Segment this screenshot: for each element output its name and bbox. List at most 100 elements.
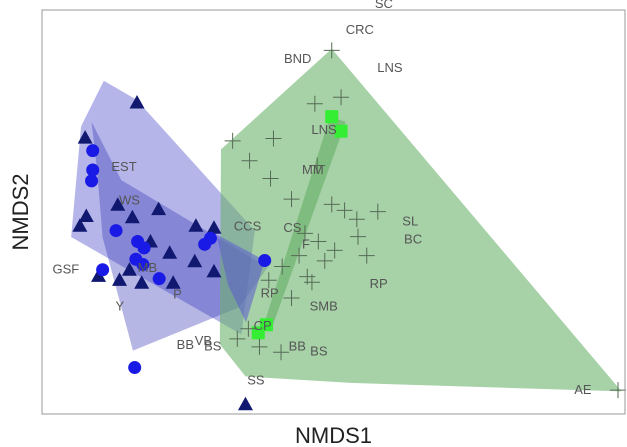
- site-label-3: LNS: [377, 60, 403, 75]
- y-axis-title: NMDS2: [8, 173, 33, 250]
- site-label-25: BS: [310, 343, 328, 358]
- cross-point-16: [291, 247, 308, 264]
- triangle-point-0: [129, 95, 145, 109]
- hull-layer: [71, 48, 622, 392]
- site-label-22: VB: [195, 333, 212, 348]
- triangle-point-12: [121, 262, 137, 276]
- hull-polygon-2: [219, 48, 622, 392]
- triangle-point-10: [162, 245, 178, 259]
- circle-point-11: [203, 231, 217, 245]
- triangle-point-4: [110, 197, 126, 211]
- cross-point-13: [296, 225, 313, 242]
- site-label-23: BS: [204, 339, 222, 354]
- site-label-21: BB: [177, 337, 194, 352]
- triangle-point-13: [91, 268, 107, 282]
- triangle-point-17: [206, 263, 222, 278]
- triangle-point-16: [165, 275, 181, 289]
- site-label-13: GSF: [52, 261, 79, 276]
- site-label-24: BB: [289, 339, 306, 354]
- site-label-6: MM: [302, 162, 324, 177]
- cross-point-4: [265, 130, 282, 147]
- cross-point-18: [358, 247, 375, 264]
- site-label-16: P: [173, 286, 182, 301]
- site-label-26: SS: [247, 373, 265, 388]
- site-label-12: F: [302, 236, 310, 251]
- square-point-1: [334, 124, 348, 138]
- site-label-18: SMB: [310, 299, 338, 314]
- circle-point-2: [85, 174, 99, 188]
- cross-point-26: [251, 338, 268, 355]
- triangle-point-2: [78, 208, 94, 223]
- cross-point-9: [323, 196, 340, 213]
- cross-point-25: [240, 320, 257, 337]
- cross-point-29: [610, 382, 627, 399]
- site-label-27: AE: [574, 382, 592, 397]
- cross-point-0: [323, 42, 340, 59]
- site-label-11: BC: [404, 232, 422, 247]
- cross-point-8: [283, 191, 300, 208]
- site-label-14: MB: [138, 260, 158, 275]
- triangle-point-11: [187, 253, 203, 268]
- triangle-point-3: [72, 218, 88, 232]
- triangle-point-7: [188, 218, 204, 232]
- cross-point-23: [303, 274, 320, 291]
- circle-point-5: [137, 241, 151, 255]
- circle-point-8: [96, 263, 110, 277]
- cross-point-15: [326, 242, 343, 259]
- triangle-point-1: [77, 130, 93, 144]
- cross-point-14: [310, 233, 327, 250]
- marker-layer: [72, 42, 627, 411]
- site-label-4: LNS: [311, 122, 337, 137]
- triangle-point-6: [151, 201, 167, 216]
- site-label-20: CP: [254, 318, 272, 333]
- cross-point-10: [336, 202, 353, 219]
- triangle-point-14: [112, 272, 128, 286]
- cross-point-6: [262, 170, 279, 187]
- circle-point-3: [109, 224, 123, 238]
- site-label-17: RP: [261, 286, 279, 301]
- x-axis-title: NMDS1: [295, 423, 372, 447]
- hull-polygon-0: [71, 80, 255, 335]
- circle-point-9: [152, 272, 166, 286]
- site-label-19: Y: [115, 299, 124, 314]
- site-label-1: CRC: [346, 22, 374, 37]
- cross-point-12: [369, 203, 386, 220]
- triangle-point-8: [206, 220, 222, 234]
- site-label-8: CCS: [234, 219, 262, 234]
- cross-point-3: [224, 132, 241, 149]
- cross-point-19: [349, 228, 366, 245]
- circle-point-7: [136, 258, 150, 272]
- cross-point-1: [306, 95, 323, 112]
- cross-point-27: [273, 344, 290, 361]
- site-label-0: SC: [375, 0, 393, 11]
- cross-point-20: [274, 258, 291, 275]
- cross-point-28: [229, 330, 246, 347]
- site-label-5: EST: [111, 159, 136, 174]
- cross-point-5: [241, 152, 258, 169]
- site-label-15: RP: [370, 276, 388, 291]
- cross-point-17: [316, 252, 333, 269]
- square-point-3: [251, 326, 265, 340]
- triangle-point-15: [134, 275, 150, 289]
- site-label-2: BND: [284, 51, 311, 66]
- site-label-9: CS: [283, 220, 301, 235]
- cross-point-7: [309, 157, 326, 174]
- cross-point-22: [260, 272, 277, 289]
- cross-point-2: [333, 89, 350, 106]
- triangle-point-5: [124, 209, 140, 224]
- triangle-point-18: [237, 396, 253, 411]
- plot-frame: [41, 9, 626, 415]
- square-point-0: [325, 110, 339, 124]
- cross-point-24: [283, 290, 300, 307]
- circle-point-1: [86, 163, 100, 177]
- site-label-7: WS: [119, 192, 140, 207]
- circle-point-13: [128, 361, 142, 375]
- hull-polygon-3: [261, 116, 346, 332]
- site-label-10: SL: [402, 214, 418, 229]
- circle-point-0: [86, 144, 100, 158]
- cross-point-11: [348, 211, 365, 228]
- circle-point-12: [258, 253, 272, 267]
